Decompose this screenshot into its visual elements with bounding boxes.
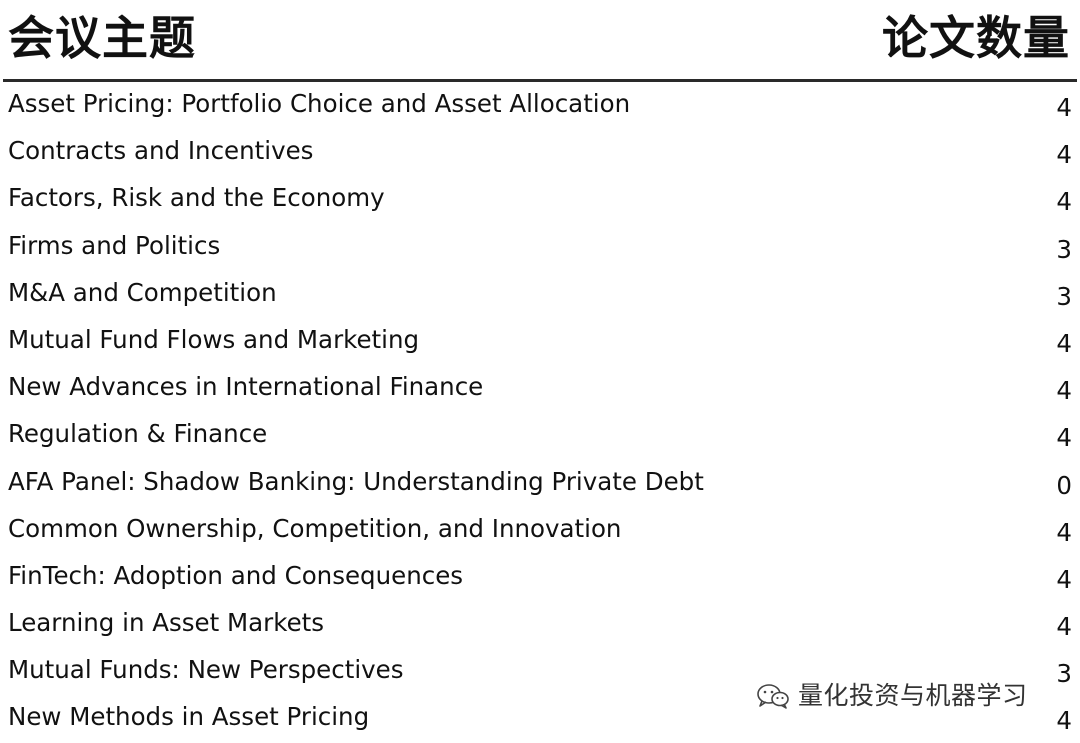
- row-count: 4: [1056, 564, 1072, 594]
- row-count: 4: [1056, 93, 1072, 122]
- row-topic: M&A and Competition: [8, 277, 277, 307]
- row-topic: Contracts and Incentives: [8, 136, 314, 166]
- row-count: 0: [1056, 470, 1072, 500]
- table-row: Mutual Fund Flows and Marketing 4: [0, 318, 1080, 365]
- row-topic: FinTech: Adoption and Consequences: [8, 560, 464, 590]
- row-topic: AFA Panel: Shadow Banking: Understanding…: [8, 466, 704, 496]
- row-topic: Regulation & Finance: [8, 419, 268, 449]
- row-count: 4: [1056, 423, 1072, 453]
- table-row: Mutual Funds: New Perspectives 3: [0, 648, 1080, 695]
- header-divider: [3, 79, 1077, 82]
- table-row: Common Ownership, Competition, and Innov…: [0, 507, 1080, 554]
- row-topic: Mutual Fund Flows and Marketing: [8, 324, 420, 354]
- row-topic: New Methods in Asset Pricing: [8, 702, 370, 732]
- row-count: 3: [1056, 281, 1072, 311]
- table-header: 会议主题 论文数量: [0, 0, 1080, 82]
- count-column-header: 论文数量: [882, 11, 1070, 65]
- row-count: 3: [1056, 234, 1072, 264]
- row-count: 4: [1056, 706, 1072, 736]
- watermark-text: 量化投资与机器学习: [798, 681, 1028, 710]
- row-count: 4: [1056, 517, 1072, 547]
- topic-column-header: 会议主题: [8, 11, 196, 65]
- table-row: Regulation & Finance 4: [0, 412, 1080, 459]
- row-count: 4: [1056, 140, 1072, 170]
- row-topic: Mutual Funds: New Perspectives: [8, 655, 404, 685]
- topic-table: Asset Pricing: Portfolio Choice and Asse…: [0, 82, 1080, 743]
- row-topic: New Advances in International Finance: [8, 372, 484, 402]
- row-topic: Asset Pricing: Portfolio Choice and Asse…: [8, 89, 631, 118]
- wechat-icon: [756, 683, 790, 709]
- table-row: Firms and Politics 3: [0, 224, 1080, 271]
- table-row: Learning in Asset Markets 4: [0, 601, 1080, 648]
- table-row: FinTech: Adoption and Consequences 4: [0, 554, 1080, 601]
- row-topic: Learning in Asset Markets: [8, 608, 325, 638]
- table-row: M&A and Competition 3: [0, 271, 1080, 318]
- row-count: 3: [1056, 659, 1072, 689]
- row-topic: Firms and Politics: [8, 230, 221, 260]
- table-row: New Methods in Asset Pricing 4: [0, 695, 1080, 742]
- table-row: Contracts and Incentives 4: [0, 129, 1080, 176]
- row-count: 4: [1056, 376, 1072, 406]
- table-row: AFA Panel: Shadow Banking: Understanding…: [0, 460, 1080, 507]
- row-count: 4: [1056, 328, 1072, 358]
- row-count: 4: [1056, 187, 1072, 217]
- table-row: New Advances in International Finance 4: [0, 365, 1080, 412]
- row-topic: Factors, Risk and the Economy: [8, 183, 385, 213]
- watermark: 量化投资与机器学习: [756, 676, 1028, 716]
- row-count: 4: [1056, 612, 1072, 642]
- table-row: Factors, Risk and the Economy 4: [0, 176, 1080, 223]
- table-row: Asset Pricing: Portfolio Choice and Asse…: [0, 82, 1080, 129]
- row-topic: Common Ownership, Competition, and Innov…: [8, 513, 622, 543]
